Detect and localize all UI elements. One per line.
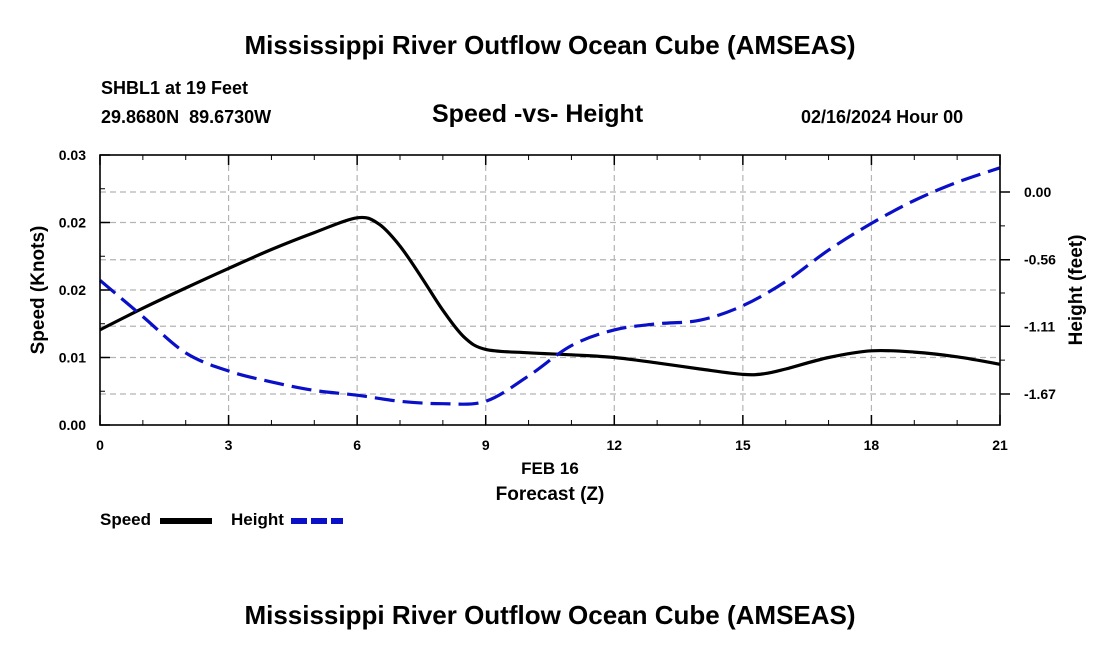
forecast-date: 02/16/2024 Hour 00 — [801, 107, 964, 127]
x-tick-label: 18 — [864, 437, 880, 453]
footer-title: Mississippi River Outflow Ocean Cube (AM… — [244, 600, 856, 630]
y-right-tick-label: -1.11 — [1024, 318, 1055, 334]
legend-speed-label: Speed — [100, 510, 152, 529]
x-axis-date-label: FEB 16 — [521, 459, 579, 478]
y-right-tick-label: -1.67 — [1024, 386, 1056, 402]
series-line-speed — [99, 215, 1001, 377]
grid-lines — [100, 155, 1000, 425]
y-left-tick-label: 0.00 — [59, 417, 86, 433]
x-tick-label: 6 — [353, 437, 361, 453]
y-axis-right-title: Height (feet) — [1066, 235, 1087, 346]
station-label: SHBL1 at 19 Feet — [101, 78, 249, 98]
y-left-tick-label: 0.01 — [59, 350, 86, 366]
series-line-height — [98, 166, 1001, 406]
x-axis-title: Forecast (Z) — [496, 484, 605, 505]
x-tick-label: 21 — [992, 437, 1008, 453]
y-axis-left-title: Speed (Knots) — [28, 226, 49, 355]
y-left-tick-label: 0.02 — [59, 282, 86, 298]
legend-height-label: Height — [231, 510, 284, 529]
y-right-tick-label: 0.00 — [1024, 184, 1051, 200]
x-tick-label: 0 — [96, 437, 104, 453]
x-tick-label: 9 — [482, 437, 490, 453]
y-left-tick-label: 0.02 — [59, 215, 86, 231]
legend: Speed Height — [100, 510, 360, 530]
x-tick-label: 15 — [735, 437, 751, 453]
chart-subtitle: Speed -vs- Height — [432, 100, 644, 128]
page-title: Mississippi River Outflow Ocean Cube (AM… — [244, 30, 856, 60]
x-tick-label: 3 — [225, 437, 233, 453]
y-left-tick-label: 0.03 — [59, 147, 86, 163]
station-coordinates: 29.8680N 89.6730W — [101, 107, 272, 127]
y-right-tick-label: -0.56 — [1024, 252, 1056, 268]
x-tick-label: 12 — [606, 437, 622, 453]
legend-speed-swatch — [160, 518, 212, 524]
legend-height-swatch — [291, 518, 343, 524]
